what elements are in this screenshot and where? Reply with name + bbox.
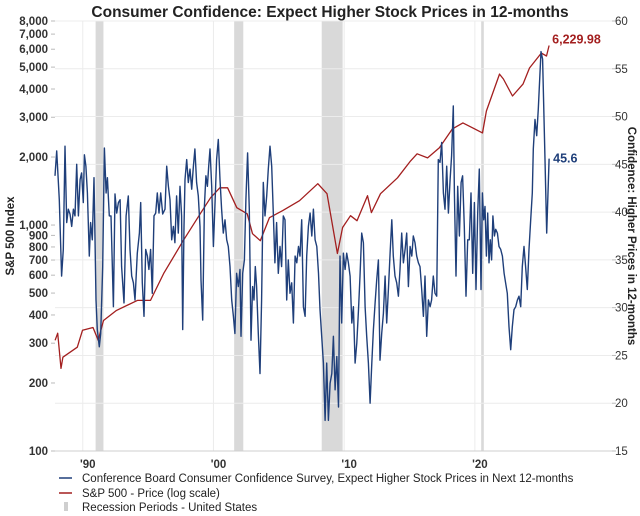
y-left-tick-label: 3,000 [19,112,48,124]
y-left-tick-label: 1,000 [19,220,48,232]
legend-item-recession[interactable]: Recession Periods - United States [64,502,257,514]
sp500-end-label: 6,229.98 [552,33,601,47]
y-left-tick-label: 400 [29,310,48,322]
recession-band [481,21,484,451]
legend-label-sp500: S&P 500 - Price (log scale) [82,488,220,500]
recession-bands [95,21,484,451]
y-left-tick-label: 100 [29,446,48,458]
recession-band [95,21,104,451]
series-lines [54,45,550,422]
chart-title: Consumer Confidence: Expect Higher Stock… [91,4,568,21]
y-right-tick-label: 25 [615,350,628,362]
sp500-series-line [54,45,550,370]
recession-band [234,21,244,451]
confidence-series-line [54,50,550,422]
y-right-tick-label: 45 [615,159,628,171]
x-tick-label: '20 [472,459,488,471]
y-left-tick-label: 700 [29,255,48,267]
y-left-tick-label: 6,000 [19,44,48,56]
legend-label-recession: Recession Periods - United States [82,502,257,511]
recession-band [321,21,343,451]
y-left-tick-label: 5,000 [19,62,48,74]
y-left-tick-label: 7,000 [19,29,48,41]
y-axis-right-title: Confidence: Higher Prices in 12-months [625,127,637,346]
y-right-tick-label: 55 [615,64,628,76]
x-tick-label: '00 [211,459,227,471]
x-tick-label: '90 [80,459,96,471]
y-left-tick-label: 2,000 [19,152,48,164]
y-axis-left-title: S&P 500 Index [5,196,17,276]
y-right-tick-label: 35 [615,255,628,267]
confidence-end-label: 45.6 [553,152,577,166]
y-left-tick-label: 200 [29,378,48,390]
y-left-tick-label: 900 [29,230,48,242]
x-tick-label: '10 [341,459,357,471]
x-axis: '90 '00 '10 '20 [80,459,488,471]
legend-item-sp500[interactable]: S&P 500 - Price (log scale) [59,488,220,500]
y-right-tick-label: 30 [615,303,628,315]
y-left-tick-label: 500 [29,288,48,300]
legend-swatch-recession [64,502,68,511]
legend: Conference Board Consumer Confidence Sur… [59,473,574,514]
y-left-tick-label: 300 [29,338,48,350]
legend-label-confidence: Conference Board Consumer Confidence Sur… [82,473,574,485]
y-left-tick-label: 600 [29,270,48,282]
y-left-tick-label: 800 [29,242,48,254]
y-right-tick-label: 40 [615,207,628,219]
y-right-tick-label: 20 [615,398,628,410]
y-right-tick-label: 50 [615,112,628,124]
y-right-tick-label: 60 [615,16,628,28]
legend-item-confidence[interactable]: Conference Board Consumer Confidence Sur… [59,473,574,485]
y-axis-right: 15 20 25 30 35 40 45 50 55 60 [612,16,628,458]
y-left-tick-label: 8,000 [19,16,48,28]
y-left-tick-label: 4,000 [19,84,48,96]
y-right-tick-label: 15 [615,446,628,458]
